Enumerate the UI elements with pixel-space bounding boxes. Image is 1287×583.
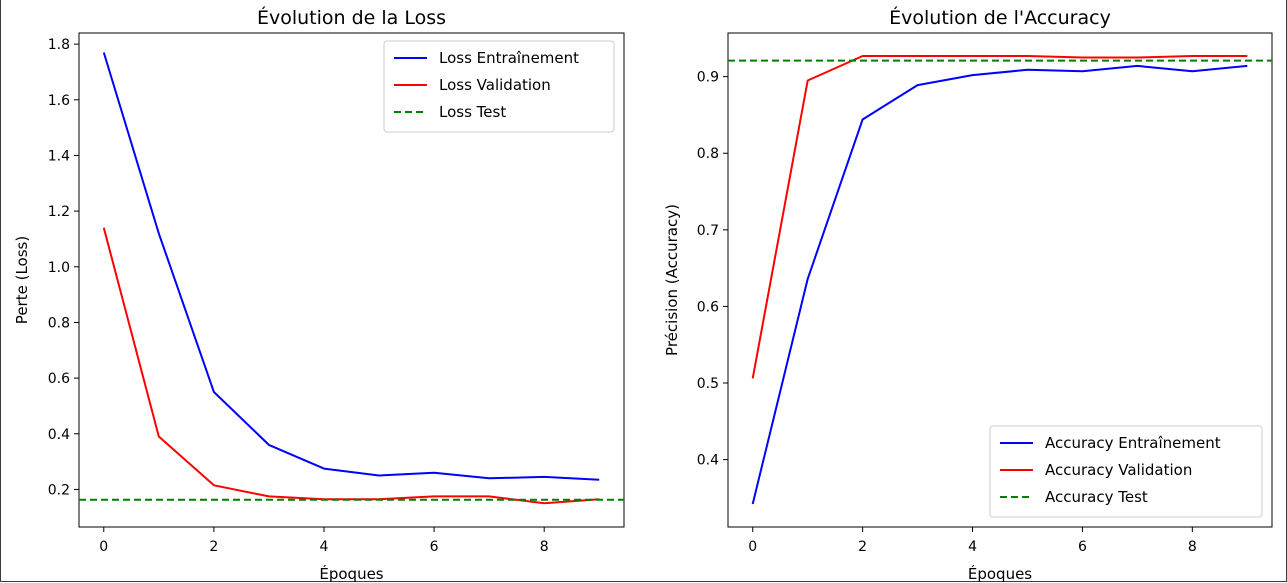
accuracy-legend-label: Accuracy Test xyxy=(1045,488,1148,506)
accuracy-y-axis-label: Précision (Accuracy) xyxy=(663,204,681,356)
loss-y-tick-label: 0.4 xyxy=(48,427,70,443)
accuracy-x-axis-label: Époques xyxy=(968,564,1032,583)
loss-legend-label: Loss Validation xyxy=(439,76,551,94)
loss-legend-box xyxy=(383,40,615,133)
accuracy-series-accuracy-validation-line xyxy=(751,55,1248,379)
loss-y-tick-label: 1.0 xyxy=(48,260,70,276)
loss-y-tick-label: 0.2 xyxy=(48,482,70,498)
loss-x-tick-label: 2 xyxy=(209,539,218,555)
loss-x-tick-label: 6 xyxy=(430,539,439,555)
accuracy-legend-label: Accuracy Validation xyxy=(1045,461,1192,479)
accuracy-y-tick-label: 0.9 xyxy=(697,70,719,86)
loss-y-tick-label: 0.8 xyxy=(48,315,70,331)
accuracy-y-tick-label: 0.5 xyxy=(697,376,719,392)
accuracy-x-tick-label: 0 xyxy=(748,539,757,555)
accuracy-chart-title: Évolution de l'Accuracy xyxy=(889,6,1111,29)
loss-x-tick-label: 4 xyxy=(320,539,329,555)
loss-x-axis-label: Époques xyxy=(319,564,383,583)
loss-y-tick-label: 1.6 xyxy=(48,93,70,109)
accuracy-legend-label: Accuracy Entraînement xyxy=(1045,434,1221,452)
loss-y-axis-label: Perte (Loss) xyxy=(13,236,31,324)
loss-legend: Loss Entraînement Loss Validation Loss Tes… xyxy=(383,40,615,133)
accuracy-axes-frame xyxy=(727,32,1273,528)
accuracy-x-tick-label: 2 xyxy=(858,539,867,555)
accuracy-x-tick-label: 6 xyxy=(1078,539,1087,555)
loss-y-tick-label: 1.8 xyxy=(48,37,70,53)
accuracy-legend-box xyxy=(989,425,1263,518)
loss-series-loss-validation-line xyxy=(102,227,600,505)
accuracy-chart: Évolution de l'Accuracy 0 2 4 6 8 0.4 0.5 0.6 0.7… xyxy=(663,6,1273,583)
accuracy-y-tick-label: 0.4 xyxy=(697,453,719,469)
accuracy-x-tick-label: 4 xyxy=(968,539,977,555)
loss-y-tick-label: 1.2 xyxy=(48,204,70,220)
loss-axes-frame xyxy=(78,32,625,528)
accuracy-legend: Accuracy Entraînement Accuracy Validation… xyxy=(989,425,1263,518)
loss-chart: Évolution de la Loss 0 2 4 6 8 0.2 0.4 0.6 0.8 1.0… xyxy=(13,6,625,583)
loss-chart-title: Évolution de la Loss xyxy=(257,6,446,29)
loss-x-tick-label: 0 xyxy=(99,539,108,555)
loss-x-tick-label: 8 xyxy=(540,539,549,555)
accuracy-y-tick-label: 0.7 xyxy=(697,223,719,239)
loss-y-tick-label: 0.6 xyxy=(48,371,70,387)
accuracy-series-accuracy-entra-nement-line xyxy=(751,64,1248,505)
accuracy-x-tick-label: 8 xyxy=(1188,539,1197,555)
accuracy-y-tick-label: 0.6 xyxy=(697,299,719,315)
loss-legend-label: Loss Test xyxy=(439,103,506,121)
loss-series-loss-entra-nement-line xyxy=(102,52,600,481)
loss-y-tick-label: 1.4 xyxy=(48,148,70,164)
loss-legend-label: Loss Entraînement xyxy=(439,49,579,67)
accuracy-y-tick-label: 0.8 xyxy=(697,146,719,162)
